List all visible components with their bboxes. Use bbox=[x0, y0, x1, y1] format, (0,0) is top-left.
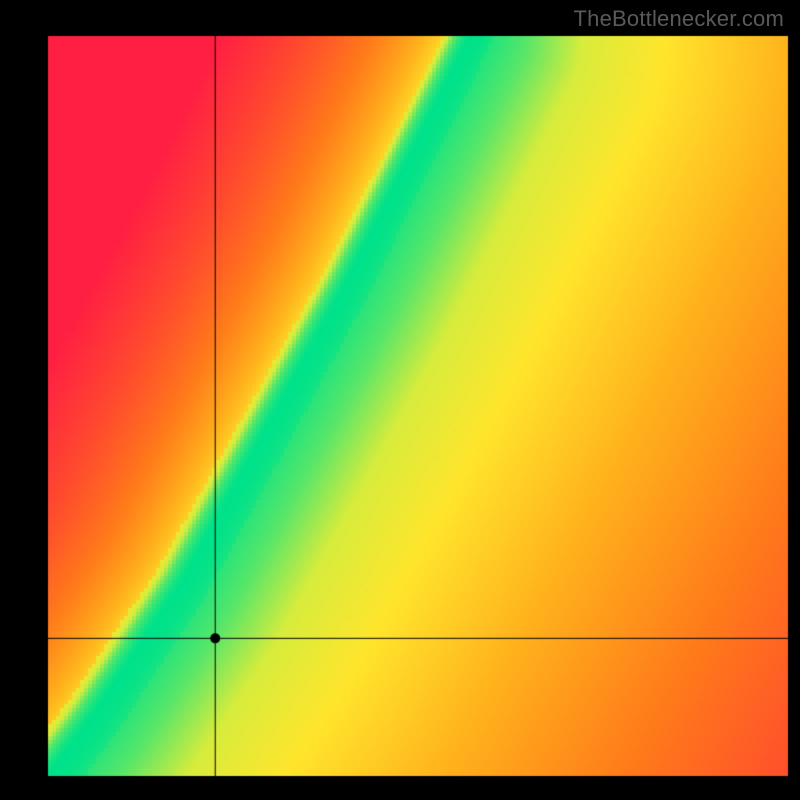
chart-container: TheBottlenecker.com bbox=[0, 0, 800, 800]
heatmap-canvas bbox=[0, 0, 800, 800]
watermark-text: TheBottlenecker.com bbox=[574, 6, 784, 32]
